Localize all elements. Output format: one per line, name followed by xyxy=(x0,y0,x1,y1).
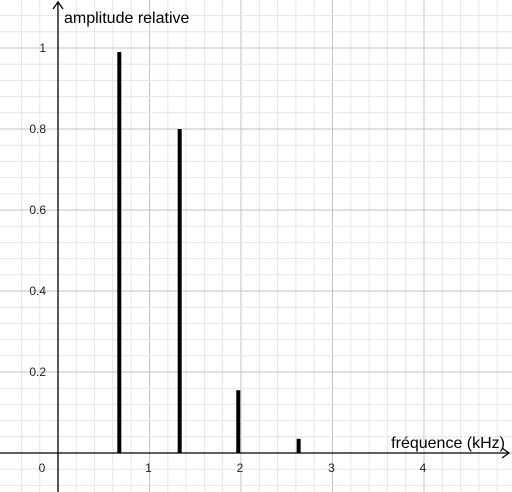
spectral-bar xyxy=(236,390,241,453)
x-axis-arrow xyxy=(501,447,511,459)
x-tick-label: 1 xyxy=(145,461,152,475)
x-axis-label: fréquence (kHz) xyxy=(391,435,505,452)
y-tick-label: 0.8 xyxy=(29,122,46,136)
bars xyxy=(117,52,301,454)
spectral-bar xyxy=(117,52,122,454)
x-tick-label: 2 xyxy=(237,461,244,475)
y-axis-arrow xyxy=(52,0,64,10)
y-tick-label: 0.6 xyxy=(29,203,46,217)
x-tick-label: 0 xyxy=(39,461,46,475)
y-tick-label: 0.4 xyxy=(29,284,46,298)
x-tick-label: 3 xyxy=(328,461,335,475)
spectral-bar xyxy=(177,129,182,453)
spectral-bar xyxy=(296,438,301,453)
y-tick-label: 0.2 xyxy=(29,365,46,379)
y-tick-label: 1 xyxy=(39,41,46,55)
x-tick-label: 4 xyxy=(420,461,427,475)
tick-labels: 0 1 2 3 4 0.2 0.4 0.6 0.8 1 xyxy=(29,41,426,475)
y-axis-label: amplitude relative xyxy=(64,10,190,27)
